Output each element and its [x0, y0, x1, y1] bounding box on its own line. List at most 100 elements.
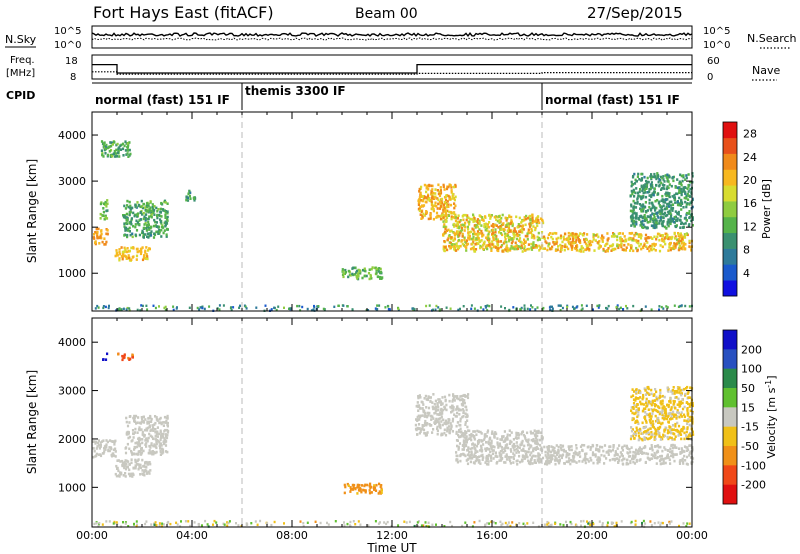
data-cell [550, 235, 553, 239]
data-cell [117, 147, 120, 151]
data-cell [427, 193, 430, 197]
data-cell [638, 244, 641, 248]
data-cell [151, 427, 154, 431]
data-cell [443, 525, 446, 528]
data-cell [438, 200, 441, 204]
data-cell [555, 237, 558, 241]
data-cell [663, 428, 667, 432]
data-cell [670, 444, 673, 447]
data-cell [669, 218, 672, 221]
data-cell [477, 430, 480, 433]
data-cell [660, 187, 664, 190]
data-cell [588, 247, 591, 251]
data-cell [684, 247, 687, 251]
data-cell [426, 198, 429, 201]
data-cell [616, 235, 619, 238]
data-cell [419, 415, 422, 419]
data-cell [447, 214, 450, 217]
data-cell [124, 459, 127, 462]
data-cell [572, 457, 575, 460]
data-cell [661, 183, 664, 186]
data-cell [436, 429, 439, 433]
data-cell [639, 214, 643, 218]
data-cell [520, 306, 523, 310]
data-cell [419, 199, 423, 202]
data-cell [431, 523, 434, 526]
data-cell [479, 444, 483, 448]
data-cell [578, 460, 581, 463]
data-cell [633, 182, 637, 185]
data-cell [99, 445, 102, 448]
data-cell [510, 456, 513, 459]
data-cell [144, 257, 148, 260]
data-cell [437, 306, 440, 309]
data-cell [669, 236, 672, 239]
data-cell [599, 445, 602, 449]
data-cell [565, 520, 567, 524]
data-cell [521, 228, 524, 231]
data-cell [125, 218, 128, 222]
data-cell [124, 229, 127, 232]
data-cell [150, 230, 153, 233]
data-cell [440, 409, 443, 413]
data-cell [687, 435, 690, 439]
data-cell [515, 237, 519, 241]
data-cell [132, 432, 135, 436]
data-cell [483, 240, 486, 244]
data-cell [435, 304, 438, 308]
data-cell [154, 430, 157, 434]
data-cell [661, 437, 664, 441]
data-cell [616, 243, 619, 246]
data-cell [445, 403, 448, 407]
data-cell [102, 144, 105, 148]
data-cell [517, 234, 520, 238]
data-cell [658, 410, 662, 414]
data-cell [566, 304, 569, 307]
data-cell [559, 444, 562, 447]
data-cell [123, 215, 126, 218]
data-cell [463, 445, 466, 449]
data-cell [665, 205, 668, 209]
data-cell [609, 449, 612, 453]
data-cell [661, 394, 664, 398]
data-cell [122, 521, 124, 524]
data-cell [430, 184, 433, 188]
data-cell [387, 308, 390, 311]
data-cell [671, 446, 674, 450]
data-cell [580, 524, 582, 527]
data-cell [485, 435, 488, 438]
data-cell [432, 393, 435, 396]
data-cell [102, 207, 105, 210]
data-cell [599, 245, 602, 248]
data-cell [476, 225, 480, 229]
data-cell [117, 352, 120, 356]
data-cell [108, 304, 110, 308]
data-cell [597, 247, 600, 250]
data-cell [655, 221, 658, 224]
data-cell [368, 277, 371, 281]
data-cell [649, 247, 652, 251]
data-cell [521, 455, 524, 459]
data-cell [659, 388, 662, 392]
data-cell [656, 444, 660, 447]
data-cell [518, 460, 522, 464]
data-cell [448, 399, 451, 403]
data-cell [508, 429, 511, 432]
data-cell [594, 455, 597, 458]
data-cell [434, 399, 437, 403]
data-cell [612, 521, 615, 525]
data-cell [691, 448, 694, 451]
data-cell [661, 449, 664, 453]
data-cell [510, 238, 513, 241]
data-cell [238, 306, 241, 309]
data-cell [113, 443, 116, 446]
data-cell [630, 426, 633, 429]
data-cell [584, 248, 587, 251]
data-cell [457, 230, 460, 233]
data-cell [147, 217, 150, 221]
data-cell [661, 413, 664, 417]
data-cell [478, 228, 481, 231]
data-cell [559, 234, 563, 238]
data-cell [571, 305, 574, 309]
data-cell [356, 277, 359, 280]
